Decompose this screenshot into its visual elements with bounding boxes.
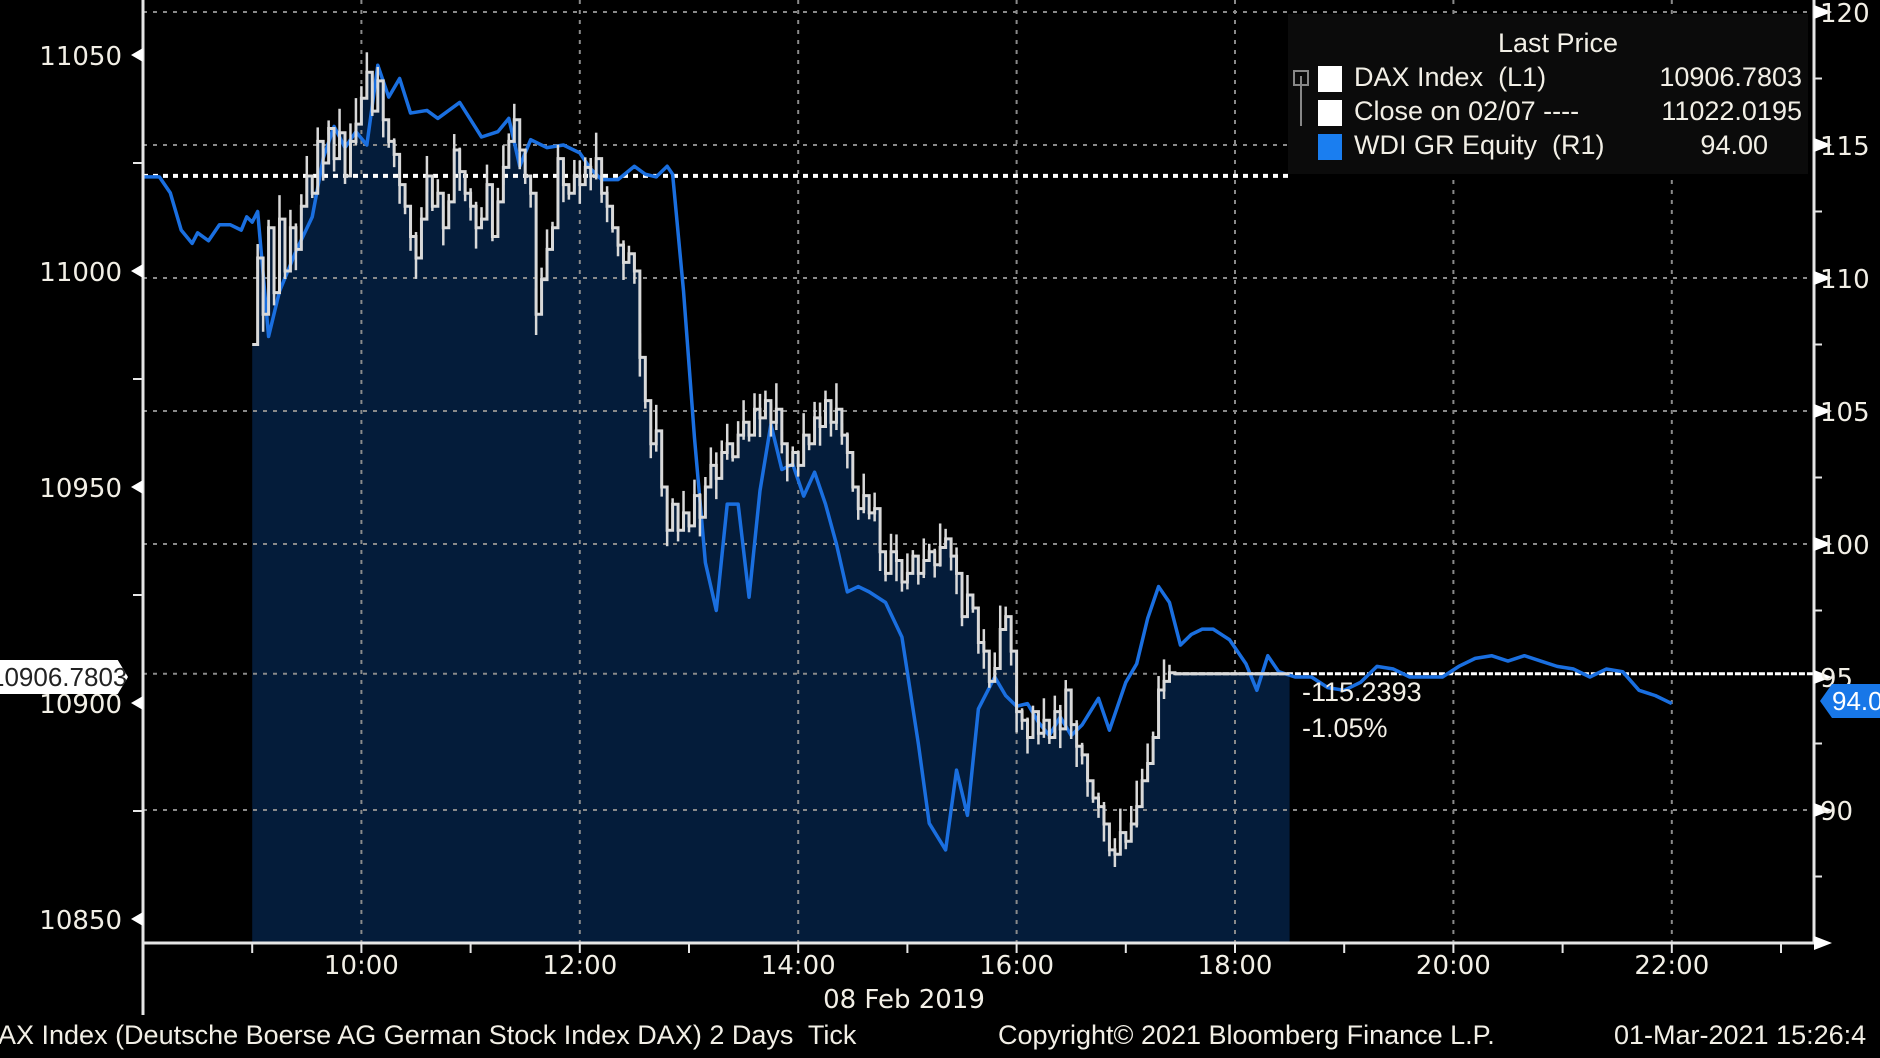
legend: Last Price DAX Index (L1) 10906.7803 Clo… bbox=[1288, 14, 1808, 174]
svg-text:115: 115 bbox=[1820, 132, 1870, 162]
svg-text:90: 90 bbox=[1820, 797, 1853, 827]
svg-text:11050: 11050 bbox=[39, 42, 122, 72]
svg-text:110: 110 bbox=[1820, 265, 1870, 295]
svg-text:10:00: 10:00 bbox=[324, 951, 399, 981]
svg-text:10950: 10950 bbox=[39, 474, 122, 504]
legend-value: 10906.7803 bbox=[1659, 62, 1802, 92]
dax-line bbox=[252, 52, 1290, 867]
wdi-swatch-icon bbox=[1318, 134, 1342, 160]
security-description: AX Index (Deutsche Boerse AG German Stoc… bbox=[0, 1020, 857, 1050]
axes bbox=[131, 0, 1832, 1015]
change-percent: -1.05% bbox=[1302, 713, 1388, 743]
wdi-last-price-tag: 94.00 bbox=[1820, 684, 1880, 718]
svg-text:14:00: 14:00 bbox=[761, 951, 836, 981]
timestamp: 01-Mar-2021 15:26:4 bbox=[1614, 1020, 1867, 1050]
svg-text:120: 120 bbox=[1820, 0, 1870, 29]
svg-text:105: 105 bbox=[1820, 398, 1870, 428]
legend-row-wdi[interactable]: WDI GR Equity (R1) 94.00 bbox=[1318, 130, 1768, 164]
dax-last-price-tag: 10906.7803 bbox=[0, 660, 128, 694]
copyright-text: Copyright© 2021 Bloomberg Finance L.P. bbox=[998, 1020, 1495, 1050]
change-absolute: -115.2393 bbox=[1302, 677, 1422, 707]
svg-text:16:00: 16:00 bbox=[979, 951, 1054, 981]
svg-text:12:00: 12:00 bbox=[542, 951, 617, 981]
tree-connector bbox=[1300, 76, 1312, 126]
close-swatch-icon bbox=[1318, 100, 1342, 126]
legend-row-dax[interactable]: DAX Index (L1) 10906.7803 bbox=[1318, 62, 1802, 96]
legend-label: DAX Index (L1) bbox=[1354, 62, 1547, 92]
svg-text:10900: 10900 bbox=[39, 690, 122, 720]
svg-text:08 Feb 2019: 08 Feb 2019 bbox=[823, 985, 985, 1015]
wdi-line bbox=[143, 63, 1673, 852]
svg-text:10850: 10850 bbox=[39, 906, 122, 936]
axis-labels: 11050 11000 10950 10900 10850 120 115 110 105 100… bbox=[39, 0, 1869, 1015]
legend-title: Last Price bbox=[1497, 28, 1619, 58]
legend-row-close[interactable]: Close on 02/07 ---- 11022.0195 bbox=[1318, 96, 1802, 130]
svg-text:11000: 11000 bbox=[39, 258, 122, 288]
svg-text:100: 100 bbox=[1820, 531, 1870, 561]
dax-swatch-icon bbox=[1318, 66, 1342, 92]
legend-label: Close on 02/07 ---- bbox=[1354, 96, 1580, 126]
legend-value: 11022.0195 bbox=[1661, 96, 1802, 126]
legend-label: WDI GR Equity (R1) bbox=[1354, 130, 1605, 160]
svg-text:22:00: 22:00 bbox=[1634, 951, 1709, 981]
dax-area-fill bbox=[252, 72, 1290, 943]
svg-text:18:00: 18:00 bbox=[1198, 951, 1273, 981]
legend-value: 94.00 bbox=[1700, 130, 1768, 160]
svg-text:20:00: 20:00 bbox=[1416, 951, 1491, 981]
